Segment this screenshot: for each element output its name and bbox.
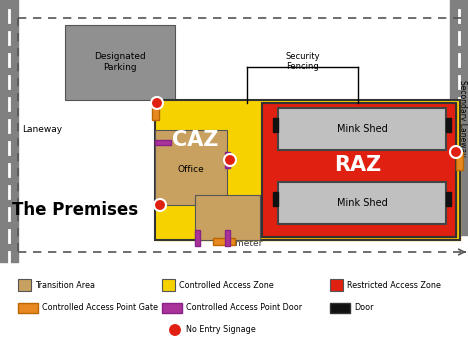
Text: Mink Shed: Mink Shed bbox=[336, 124, 388, 134]
Bar bbox=[18, 303, 38, 313]
Bar bbox=[225, 230, 230, 246]
Bar bbox=[162, 303, 182, 313]
Circle shape bbox=[450, 146, 462, 158]
Circle shape bbox=[224, 154, 236, 166]
Text: Transition Area: Transition Area bbox=[35, 281, 95, 290]
Text: Controlled Access Point Gate: Controlled Access Point Gate bbox=[42, 304, 158, 313]
Bar bbox=[456, 152, 463, 170]
Bar bbox=[155, 140, 171, 145]
Bar bbox=[446, 118, 451, 132]
Bar bbox=[225, 152, 230, 168]
Text: Office: Office bbox=[178, 165, 205, 174]
Bar bbox=[195, 195, 260, 240]
Text: Laneway: Laneway bbox=[22, 126, 62, 135]
Bar bbox=[330, 303, 350, 313]
Bar bbox=[155, 100, 460, 240]
Text: Secondary Laneway: Secondary Laneway bbox=[459, 79, 468, 156]
Bar bbox=[273, 192, 278, 206]
Bar bbox=[152, 102, 159, 120]
Bar bbox=[450, 0, 468, 235]
Bar bbox=[278, 108, 446, 150]
Text: CAZ: CAZ bbox=[172, 130, 218, 150]
Bar bbox=[262, 103, 456, 237]
Bar bbox=[162, 279, 175, 291]
Text: Designated
Parking: Designated Parking bbox=[94, 52, 146, 72]
Text: Controlled Access Point Door: Controlled Access Point Door bbox=[186, 304, 302, 313]
Bar bbox=[273, 118, 278, 132]
Bar bbox=[18, 279, 31, 291]
Text: Mink Shed: Mink Shed bbox=[336, 198, 388, 208]
Text: Restricted Access Zone: Restricted Access Zone bbox=[347, 281, 441, 290]
Bar bbox=[155, 100, 460, 240]
Text: Door: Door bbox=[354, 304, 373, 313]
Bar bbox=[213, 238, 235, 245]
Bar bbox=[155, 130, 227, 205]
Text: Controlled Access Zone: Controlled Access Zone bbox=[179, 281, 274, 290]
Bar bbox=[262, 103, 456, 237]
Text: RAZ: RAZ bbox=[334, 155, 381, 175]
Circle shape bbox=[151, 97, 163, 109]
Circle shape bbox=[154, 199, 166, 211]
Bar bbox=[278, 182, 446, 224]
Bar bbox=[330, 279, 343, 291]
Bar bbox=[446, 192, 451, 206]
Text: No Entry Signage: No Entry Signage bbox=[186, 325, 256, 334]
Bar bbox=[65, 25, 175, 100]
Text: Security
Fencing: Security Fencing bbox=[285, 52, 320, 71]
Text: Perimeter: Perimeter bbox=[218, 239, 262, 248]
Bar bbox=[0, 0, 18, 262]
Text: The Premises: The Premises bbox=[12, 201, 138, 219]
Bar bbox=[195, 230, 200, 246]
Circle shape bbox=[168, 323, 182, 337]
